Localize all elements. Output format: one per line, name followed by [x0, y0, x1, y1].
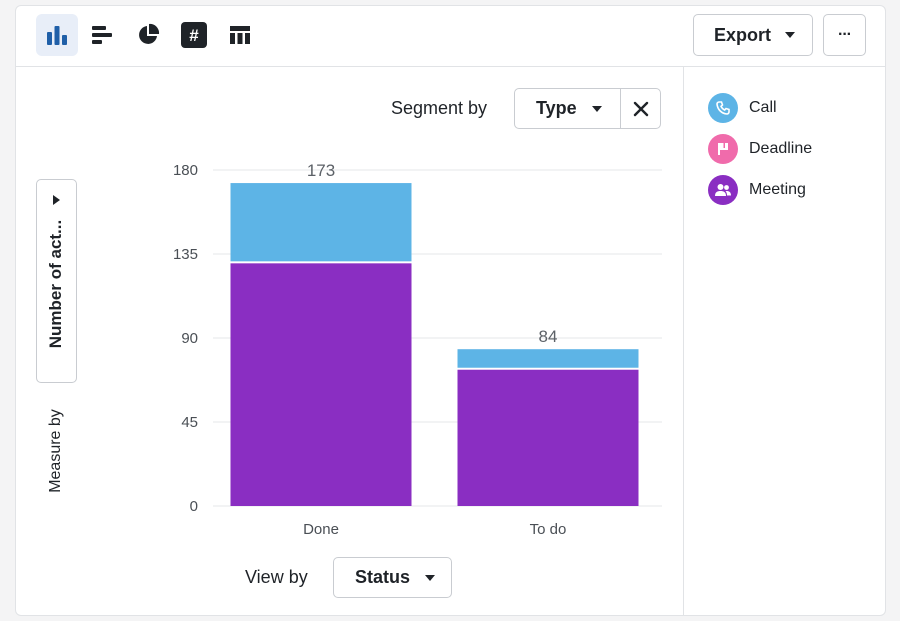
y-tick-label: 180	[173, 162, 198, 179]
x-category-label: To do	[530, 521, 567, 538]
legend-item-deadline[interactable]: Deadline	[708, 134, 812, 164]
export-label: Export	[714, 24, 772, 45]
phone-icon	[708, 93, 738, 123]
y-tick-label: 0	[190, 498, 198, 515]
close-icon	[633, 101, 648, 116]
bar-chart-button[interactable]	[36, 14, 78, 56]
more-options-button[interactable]: ···	[823, 14, 866, 56]
horizontal-bar-button[interactable]	[81, 14, 123, 56]
chevron-right-icon	[53, 195, 60, 205]
clear-segment-button[interactable]	[621, 89, 660, 128]
y-tick-label: 45	[181, 414, 198, 431]
y-tick-label: 135	[173, 246, 198, 263]
legend-label: Call	[749, 99, 777, 116]
segment-by-label: Segment by	[391, 98, 488, 118]
legend-item-call[interactable]: Call	[708, 93, 777, 123]
people-icon	[708, 175, 738, 205]
horizontal-bar-icon	[92, 26, 112, 44]
export-button[interactable]: Export	[693, 14, 813, 56]
pie-chart-icon	[139, 23, 160, 44]
pie-chart-button[interactable]	[127, 14, 169, 56]
legend-label: Meeting	[749, 181, 806, 198]
flag-icon	[708, 134, 738, 164]
x-category-label: Done	[303, 521, 339, 538]
view-by-select[interactable]: Status	[333, 557, 452, 598]
measure-by-select[interactable]: Number of act...	[36, 179, 77, 383]
view-by-label: View by	[245, 567, 308, 587]
legend-divider	[683, 67, 684, 615]
svg-text:#: #	[189, 26, 199, 45]
bar-segment-call	[230, 183, 412, 262]
bar-segment-call	[457, 349, 639, 368]
segment-by-value: Type	[536, 98, 577, 118]
bar-total-label: 173	[307, 161, 335, 180]
chevron-down-icon	[425, 574, 436, 581]
chevron-down-icon	[591, 105, 602, 112]
number-button[interactable]: #	[173, 14, 215, 56]
bar-segment-meeting	[230, 263, 412, 506]
chevron-down-icon	[785, 32, 796, 38]
y-tick-label: 90	[181, 330, 198, 347]
report-card: # Export ··· Segment by Type	[15, 5, 886, 616]
bar-segment-meeting	[457, 369, 639, 506]
toolbar: # Export ···	[16, 6, 885, 67]
table-button[interactable]	[219, 14, 261, 56]
legend-label: Deadline	[749, 140, 813, 157]
stacked-bar-chart: 0 45 90 135 180 173 Done 84 To do	[173, 161, 662, 538]
number-icon: #	[181, 22, 207, 48]
table-icon	[230, 26, 250, 44]
divider	[620, 89, 621, 128]
view-by-value: Status	[355, 567, 411, 587]
legend-item-meeting[interactable]: Meeting	[708, 175, 806, 205]
more-icon: ···	[838, 26, 852, 43]
bar-total-label: 84	[539, 327, 558, 346]
bar-chart-icon	[47, 26, 67, 45]
segment-by-select[interactable]: Type	[514, 88, 661, 129]
